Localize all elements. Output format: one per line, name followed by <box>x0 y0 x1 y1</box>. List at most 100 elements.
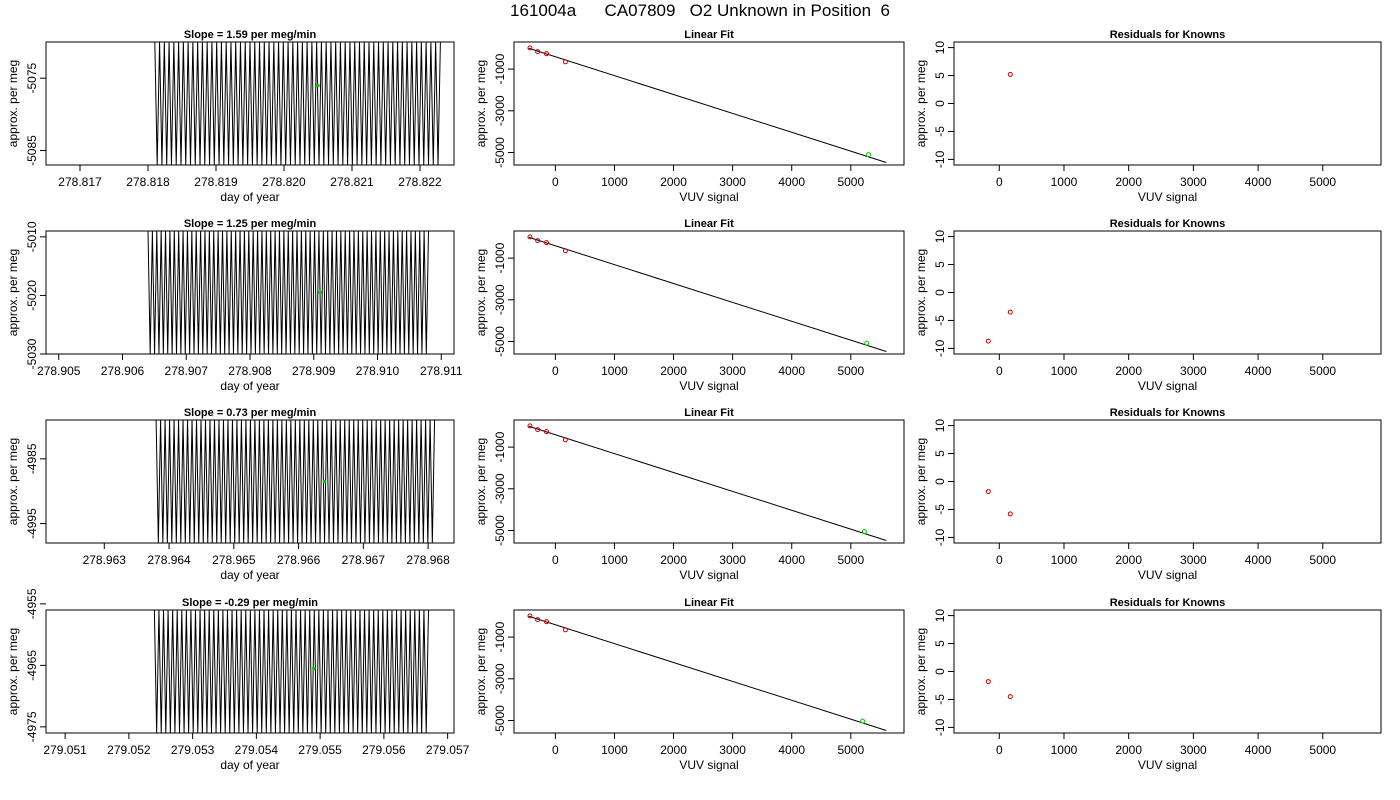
panel-title: Slope = -0.29 per meg/min <box>182 597 318 609</box>
known-point <box>527 423 533 429</box>
y-tick-label: -5010 <box>25 221 39 252</box>
x-tick-label: 5000 <box>1309 553 1336 567</box>
data-layer <box>527 613 887 731</box>
known-point <box>544 429 549 435</box>
data-layer <box>527 423 887 541</box>
y-tick-label: -5000 <box>493 137 507 168</box>
x-tick-label: 278.908 <box>228 364 272 378</box>
x-tick-label: 0 <box>996 364 1003 378</box>
data-layer <box>154 42 441 165</box>
known-point <box>535 427 541 433</box>
panel-9: 0 1000 2000 3000 4000 5000 -10 -5 0 5 10 Residuals … <box>914 407 1382 582</box>
y-tick-label: -4965 <box>25 650 39 681</box>
x-tick-label: 278.909 <box>292 364 336 378</box>
plot-frame <box>45 609 455 734</box>
x-tick-label: 278.910 <box>356 364 400 378</box>
x-tick-label: 278.905 <box>37 364 81 378</box>
panel-4: 278.905 278.906 278.907 278.908 278.909 278.9… <box>6 218 463 393</box>
x-tick-label: 278.964 <box>147 553 191 567</box>
y-tick-label: 10 <box>933 230 947 244</box>
x-tick-label: 5000 <box>1309 743 1336 757</box>
residual-point <box>985 338 991 344</box>
x-tick-label: 278.967 <box>342 553 386 567</box>
y-tick-label: 0 <box>933 100 947 107</box>
y-tick-label: -5 <box>933 694 947 705</box>
y-tick-label: 10 <box>933 609 947 623</box>
panel-5: 0 1000 2000 3000 4000 5000 -1000 -3000 -5000 Line… <box>474 218 905 393</box>
residual-point <box>1007 694 1013 700</box>
fit-line <box>528 47 887 163</box>
y-tick-label: -5000 <box>493 326 507 357</box>
known-point <box>562 248 568 254</box>
x-tick-label: 3000 <box>719 364 746 378</box>
plot-frame <box>953 230 1382 355</box>
y-axis-label: approx. per meg <box>474 249 488 336</box>
y-tick-label: -5030 <box>25 338 39 369</box>
data-layer <box>985 679 1013 700</box>
plot-frame <box>513 41 905 166</box>
known-point <box>562 59 568 65</box>
y-axis-label: approx. per meg <box>6 60 20 147</box>
plot-frame <box>953 419 1382 544</box>
unknown-marker <box>318 290 322 295</box>
y-tick-label: -5075 <box>25 63 39 94</box>
y-axis-label: approx. per meg <box>914 628 928 715</box>
y-axis-label: approx. per meg <box>6 438 20 525</box>
x-axis-label: VUV signal <box>1138 568 1197 582</box>
x-tick-label: 0 <box>996 743 1003 757</box>
data-layer <box>527 234 887 352</box>
x-tick-label: 1000 <box>601 553 628 567</box>
x-tick-label: 2000 <box>1115 743 1142 757</box>
known-point <box>544 51 549 57</box>
panel-title: Residuals for Knowns <box>1110 29 1226 41</box>
plot-frame <box>513 609 905 734</box>
y-tick-label: -5 <box>933 315 947 326</box>
unknown-marker <box>311 666 316 671</box>
y-tick-label: -1000 <box>493 621 507 652</box>
y-tick-label: -3000 <box>493 95 507 126</box>
x-tick-label: 3000 <box>1180 743 1207 757</box>
x-tick-label: 4000 <box>1245 743 1272 757</box>
x-tick-label: 278.817 <box>58 175 102 189</box>
y-axis-label: approx. per meg <box>6 628 20 715</box>
x-tick-label: 5000 <box>837 175 864 189</box>
y-tick-label: -10 <box>933 528 947 546</box>
plot-frame <box>45 419 455 544</box>
x-tick-label: 2000 <box>660 743 687 757</box>
plot-frame <box>513 419 905 544</box>
known-point <box>562 627 568 633</box>
x-tick-label: 279.053 <box>171 743 215 757</box>
x-tick-label: 0 <box>996 553 1003 567</box>
x-axis-label: VUV signal <box>679 190 738 204</box>
panel-title: Linear Fit <box>684 407 734 419</box>
known-point <box>527 613 533 619</box>
y-tick-label: -5 <box>933 126 947 137</box>
panel-title: Linear Fit <box>684 29 734 41</box>
panel-10: 279.051 279.052 279.053 279.054 279.055 279.0… <box>6 588 470 772</box>
y-axis-label: approx. per meg <box>914 438 928 525</box>
y-axis-label: approx. per meg <box>6 249 20 336</box>
x-tick-label: 2000 <box>660 364 687 378</box>
x-tick-label: 4000 <box>1245 175 1272 189</box>
y-tick-label: 0 <box>933 478 947 485</box>
y-tick-label: 5 <box>933 450 947 457</box>
x-tick-label: 3000 <box>719 175 746 189</box>
x-tick-label: 3000 <box>719 743 746 757</box>
panel-8: 0 1000 2000 3000 4000 5000 -1000 -3000 -5000 Line… <box>474 407 905 582</box>
y-tick-label: 0 <box>933 289 947 296</box>
x-tick-label: 2000 <box>1115 553 1142 567</box>
x-tick-label: 278.906 <box>101 364 145 378</box>
x-tick-label: 279.057 <box>426 743 470 757</box>
signal-trace <box>155 420 436 543</box>
known-point <box>527 45 533 51</box>
y-tick-label: -1000 <box>493 431 507 462</box>
x-tick-label: 278.968 <box>406 553 450 567</box>
panel-7: 278.963 278.964 278.965 278.966 278.967 278.9… <box>6 407 455 582</box>
x-tick-label: 278.821 <box>330 175 374 189</box>
x-tick-label: 1000 <box>1051 553 1078 567</box>
x-axis-label: VUV signal <box>1138 190 1197 204</box>
known-point <box>535 49 541 55</box>
unknown-point <box>866 152 872 158</box>
x-tick-label: 3000 <box>1180 175 1207 189</box>
